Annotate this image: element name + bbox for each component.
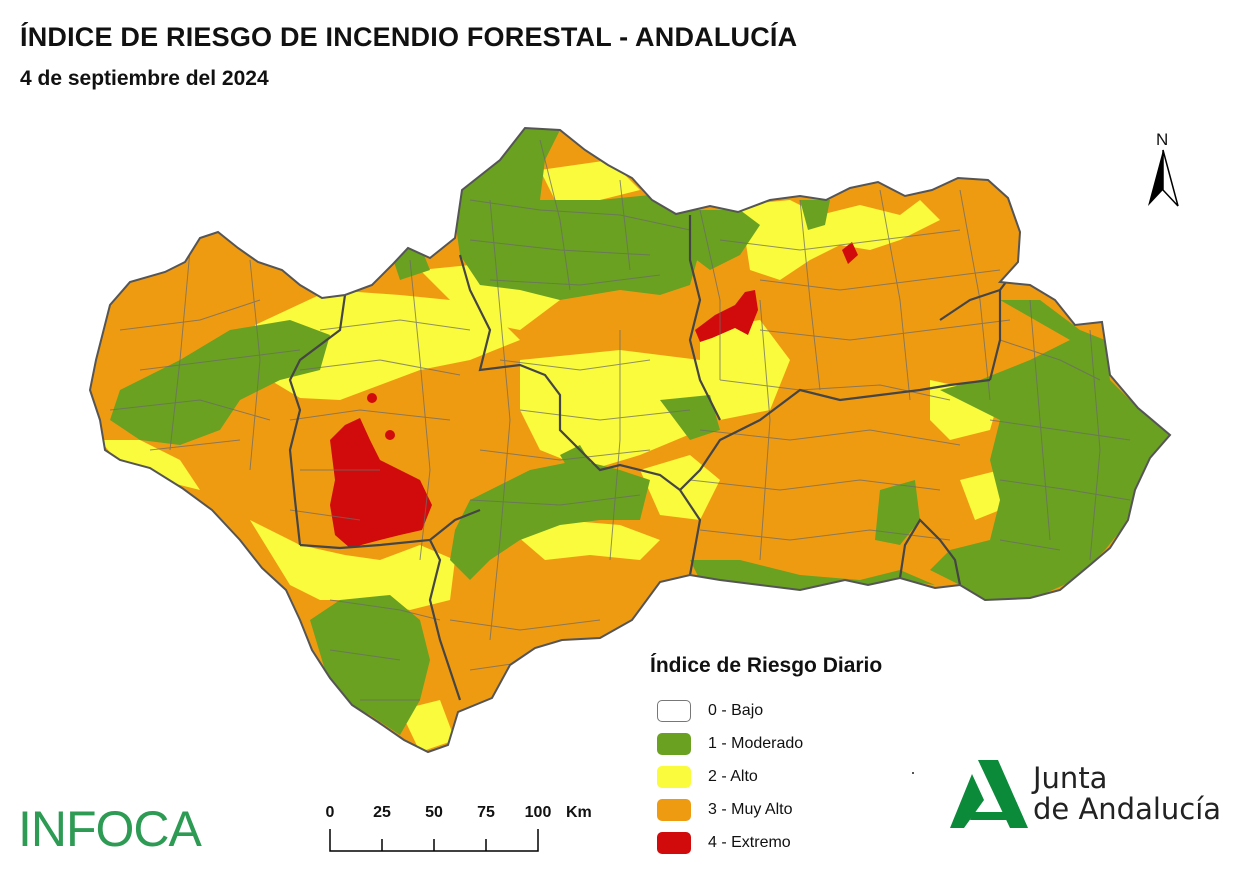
scale-tick-label: 75 [477, 804, 495, 821]
legend: Índice de Riesgo Diario 0 - Bajo 1 - Mod… [650, 654, 950, 859]
risk-zone-alto [400, 700, 455, 752]
scale-bar: 0 25 50 75 100 Km [320, 800, 620, 860]
risk-zone-alto [540, 160, 640, 200]
legend-label: 3 - Muy Alto [708, 800, 793, 818]
risk-zone-moderado [450, 460, 650, 580]
junta-de-andalucia-wordmark: Junta de Andalucía [1033, 763, 1221, 825]
legend-swatch-bajo [657, 699, 691, 722]
scale-tick-label: 50 [425, 804, 443, 821]
risk-zone-moderado [930, 300, 1170, 600]
municipal-borders [109, 139, 1131, 701]
scale-tick-label: 100 [524, 804, 552, 821]
legend-label: 0 - Bajo [708, 701, 764, 719]
legend-label: 4 - Extremo [708, 833, 791, 851]
legend-item-moderado: 1 - Moderado [650, 727, 950, 760]
legend-label: 1 - Moderado [708, 734, 804, 752]
junta-text-line2: de Andalucía [1033, 792, 1222, 826]
risk-zone-moderado [875, 480, 920, 545]
risk-zone-moderado [660, 395, 720, 440]
legend-item-muy-alto: 3 - Muy Alto [650, 793, 950, 826]
risk-zone-extremo [842, 242, 858, 264]
risk-zone-moderado [800, 200, 830, 230]
province-borders [288, 215, 1016, 701]
risk-zone-alto [960, 470, 1000, 520]
legend-label: 2 - Alto [708, 767, 758, 785]
map-dot [912, 772, 914, 774]
risk-zone-moderado [110, 320, 330, 445]
north-label: N [1156, 130, 1169, 149]
scale-tick-label: 0 [325, 804, 335, 821]
risk-zone-moderado [560, 445, 595, 480]
north-arrow-icon [1148, 149, 1179, 207]
junta-de-andalucia-logo-icon [950, 760, 1028, 828]
scale-unit: Km [566, 804, 592, 821]
risk-zone-alto [510, 520, 660, 560]
risk-zone-extremo [367, 393, 377, 403]
map-title: ÍNDICE DE RIESGO DE INCENDIO FORESTAL - … [20, 22, 798, 52]
legend-item-extremo: 4 - Extremo [650, 826, 950, 859]
scale-tick-label: 25 [373, 804, 391, 821]
risk-zone-extremo [695, 290, 758, 342]
infoca-logo: INFOCA [18, 801, 202, 857]
legend-swatch-alto [657, 765, 691, 788]
risk-zone-alto [740, 200, 940, 280]
risk-zone-extremo [330, 418, 432, 548]
legend-title: Índice de Riesgo Diario [650, 654, 883, 677]
andalucia-outline [88, 126, 1172, 754]
junta-text-line1: Junta [1033, 761, 1108, 795]
legend-swatch-extremo [657, 831, 691, 854]
risk-zone-alto [255, 290, 520, 400]
scale-bar-ruler [329, 829, 539, 852]
legend-swatch-muy-alto [657, 798, 691, 821]
risk-zone-extremo [385, 430, 395, 440]
risk-zone-alto [100, 440, 200, 490]
legend-item-alto: 2 - Alto [650, 760, 950, 793]
legend-swatch-moderado [657, 732, 691, 755]
risk-zone-alto [250, 520, 455, 610]
risk-zone-moderado [310, 595, 430, 735]
map-date: 4 de septiembre del 2024 [20, 67, 269, 90]
legend-item-bajo: 0 - Bajo [650, 694, 950, 727]
